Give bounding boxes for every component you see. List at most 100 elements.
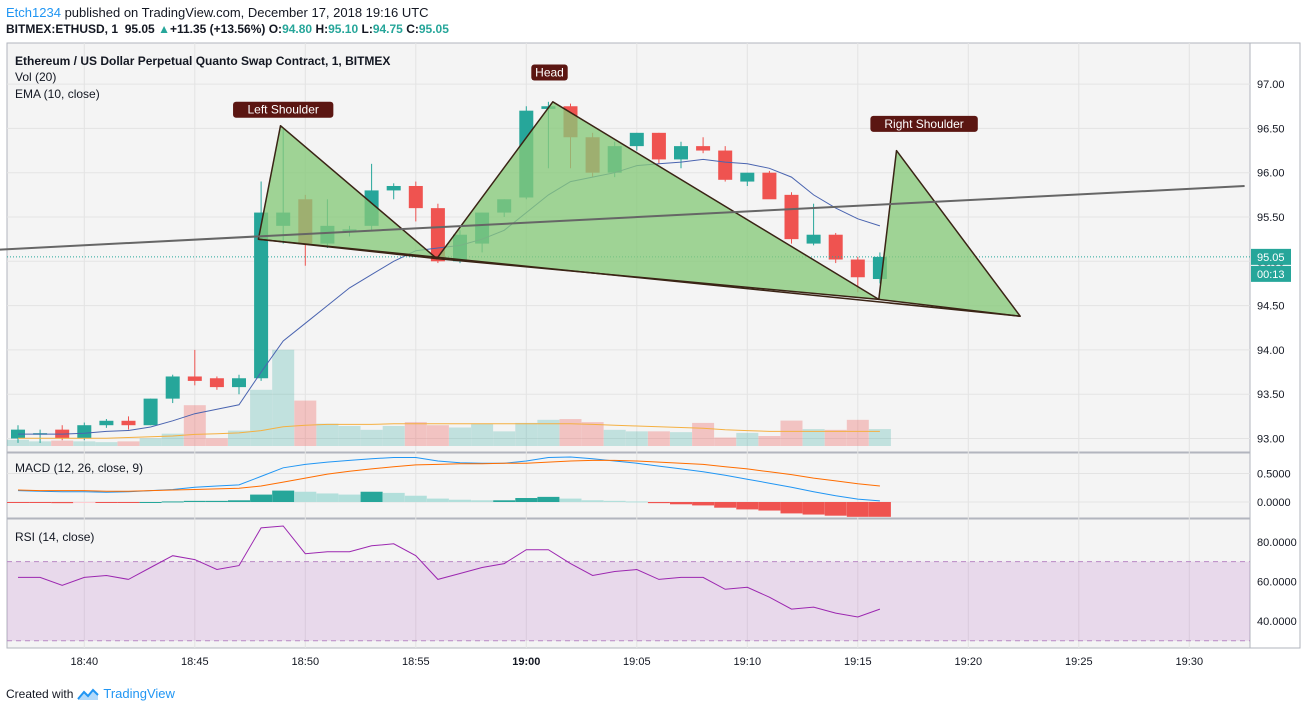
- last-price: 95.05: [124, 22, 155, 36]
- time-tick-label: 19:10: [734, 656, 762, 668]
- macd-histogram-bar: [537, 496, 560, 502]
- macd-histogram-bar: [625, 501, 648, 503]
- macd-histogram-bar: [758, 502, 781, 511]
- macd-histogram-bar: [603, 500, 626, 502]
- trendline: [0, 185, 1245, 251]
- candle-body: [209, 378, 224, 388]
- volume-indicator-label: Vol (20): [15, 70, 56, 84]
- price-tick-label: 93.50: [1257, 389, 1285, 401]
- volume-bar: [824, 429, 847, 446]
- left-shoulder-label-bg: [233, 101, 334, 118]
- volume-bar: [647, 431, 670, 446]
- low-value: 94.75: [372, 22, 403, 36]
- macd-histogram-bar: [404, 495, 427, 502]
- macd-histogram-bar: [824, 502, 847, 516]
- candle-body: [77, 425, 92, 439]
- volume-bar: [537, 419, 560, 446]
- candle-body: [386, 185, 401, 191]
- price-tick-label: 97.00: [1257, 79, 1285, 91]
- candle-body: [674, 146, 688, 160]
- volume-bar: [95, 442, 118, 446]
- macd-histogram-bar: [360, 491, 383, 502]
- macd-histogram-bar: [51, 502, 74, 504]
- right-shoulder-label: Right Shoulder: [884, 117, 963, 131]
- rsi-indicator-label: RSI (14, close): [15, 530, 94, 544]
- volume-bar: [183, 405, 206, 446]
- volume-bar: [493, 431, 516, 446]
- candle-body: [254, 212, 269, 379]
- macd-histogram-bar: [736, 502, 759, 510]
- volume-bar: [29, 441, 52, 446]
- close-label: C:: [406, 22, 419, 36]
- macd-histogram-bar: [426, 498, 449, 502]
- high-label: H:: [315, 22, 329, 36]
- candle-body: [828, 234, 843, 260]
- macd-histogram-bar: [670, 502, 692, 505]
- volume-bar: [581, 422, 604, 446]
- candle-body: [740, 172, 755, 182]
- macd-tick-label: 0.5000: [1257, 469, 1291, 481]
- macd-histogram-bar: [493, 500, 516, 502]
- countdown-badge: 00:13: [1257, 269, 1285, 281]
- volume-bar: [670, 432, 692, 446]
- price-tick-label: 94.50: [1257, 301, 1285, 313]
- macd-pane-bg: [6, 452, 1251, 519]
- rsi-tick-label: 60.0000: [1257, 576, 1297, 588]
- right-shoulder-label-bg: [870, 115, 978, 132]
- volume-bar: [338, 425, 361, 446]
- last-price-badge-bg: [1251, 248, 1291, 265]
- volume-bar: [692, 422, 715, 446]
- macd-indicator-label: MACD (12, 26, close, 9): [15, 461, 143, 475]
- volume-bar: [780, 420, 803, 446]
- candle-body: [696, 146, 711, 151]
- volume-bar: [272, 349, 295, 446]
- volume-bar: [360, 429, 383, 446]
- volume-bar: [316, 423, 339, 446]
- volume-bar: [736, 432, 759, 446]
- volume-bar: [139, 438, 162, 446]
- candle-body: [651, 132, 666, 160]
- price-tick-label: 96.00: [1257, 168, 1285, 180]
- volume-bar: [294, 400, 317, 446]
- macd-histogram-bar: [183, 500, 206, 502]
- countdown-badge-bg: [1251, 265, 1291, 282]
- volume-bar: [603, 429, 626, 446]
- author-link[interactable]: Etch1234: [6, 5, 61, 20]
- volume-bar: [868, 429, 891, 446]
- macd-histogram-bar: [714, 502, 737, 508]
- macd-histogram-bar: [228, 500, 250, 502]
- price-tick-label: 94.00: [1257, 345, 1285, 357]
- time-tick-label: 18:55: [402, 656, 430, 668]
- volume-bar: [846, 419, 869, 446]
- head-label: Head: [535, 66, 564, 80]
- volume-bar: [382, 425, 405, 446]
- high-value: 95.10: [328, 22, 359, 36]
- last-price-badge: 95.05: [1257, 252, 1285, 264]
- macd-histogram-bar: [272, 490, 295, 502]
- time-tick-label: 18:50: [292, 656, 320, 668]
- right-shoulder-triangle: [878, 149, 1021, 317]
- neckline: [258, 238, 1021, 317]
- macd-histogram-bar: [471, 500, 494, 502]
- candle-body: [121, 420, 136, 426]
- price-tick-label: 95.50: [1257, 212, 1285, 224]
- candle-body: [629, 132, 644, 147]
- volume-bar: [802, 429, 825, 446]
- open-value: 94.80: [282, 22, 313, 36]
- macd-histogram-bar: [647, 502, 670, 504]
- volume-bar: [205, 438, 228, 446]
- macd-histogram-bar: [161, 501, 184, 503]
- candle-body: [99, 420, 114, 426]
- volume-bar: [426, 425, 449, 446]
- volume-bar: [714, 437, 737, 446]
- time-tick-label: 19:05: [623, 656, 651, 668]
- macd-histogram-bar: [338, 494, 361, 502]
- candle-body: [187, 376, 202, 381]
- price-tick-label: 93.00: [1257, 434, 1285, 446]
- ema-indicator-label: EMA (10, close): [15, 87, 100, 101]
- tradingview-brand[interactable]: TradingView: [103, 686, 175, 701]
- price-change: +11.35 (+13.56%): [169, 22, 266, 36]
- created-with-text: Created with: [6, 686, 74, 701]
- candle-body: [165, 376, 180, 399]
